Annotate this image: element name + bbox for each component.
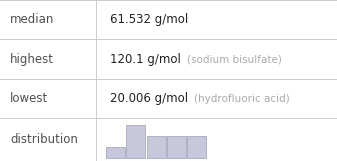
Text: (sodium bisulfate): (sodium bisulfate) [187,54,282,64]
Bar [167,136,186,158]
Text: highest: highest [10,53,54,66]
Text: (hydrofluoric acid): (hydrofluoric acid) [194,94,290,104]
Text: 61.532 g/mol: 61.532 g/mol [110,13,188,26]
Text: distribution: distribution [10,133,78,146]
Text: median: median [10,13,55,26]
Bar [147,136,165,158]
Text: lowest: lowest [10,92,49,105]
Text: 20.006 g/mol: 20.006 g/mol [110,92,188,105]
Bar [106,147,125,158]
Bar [187,136,206,158]
Bar [126,125,145,158]
Text: 120.1 g/mol: 120.1 g/mol [110,53,180,66]
